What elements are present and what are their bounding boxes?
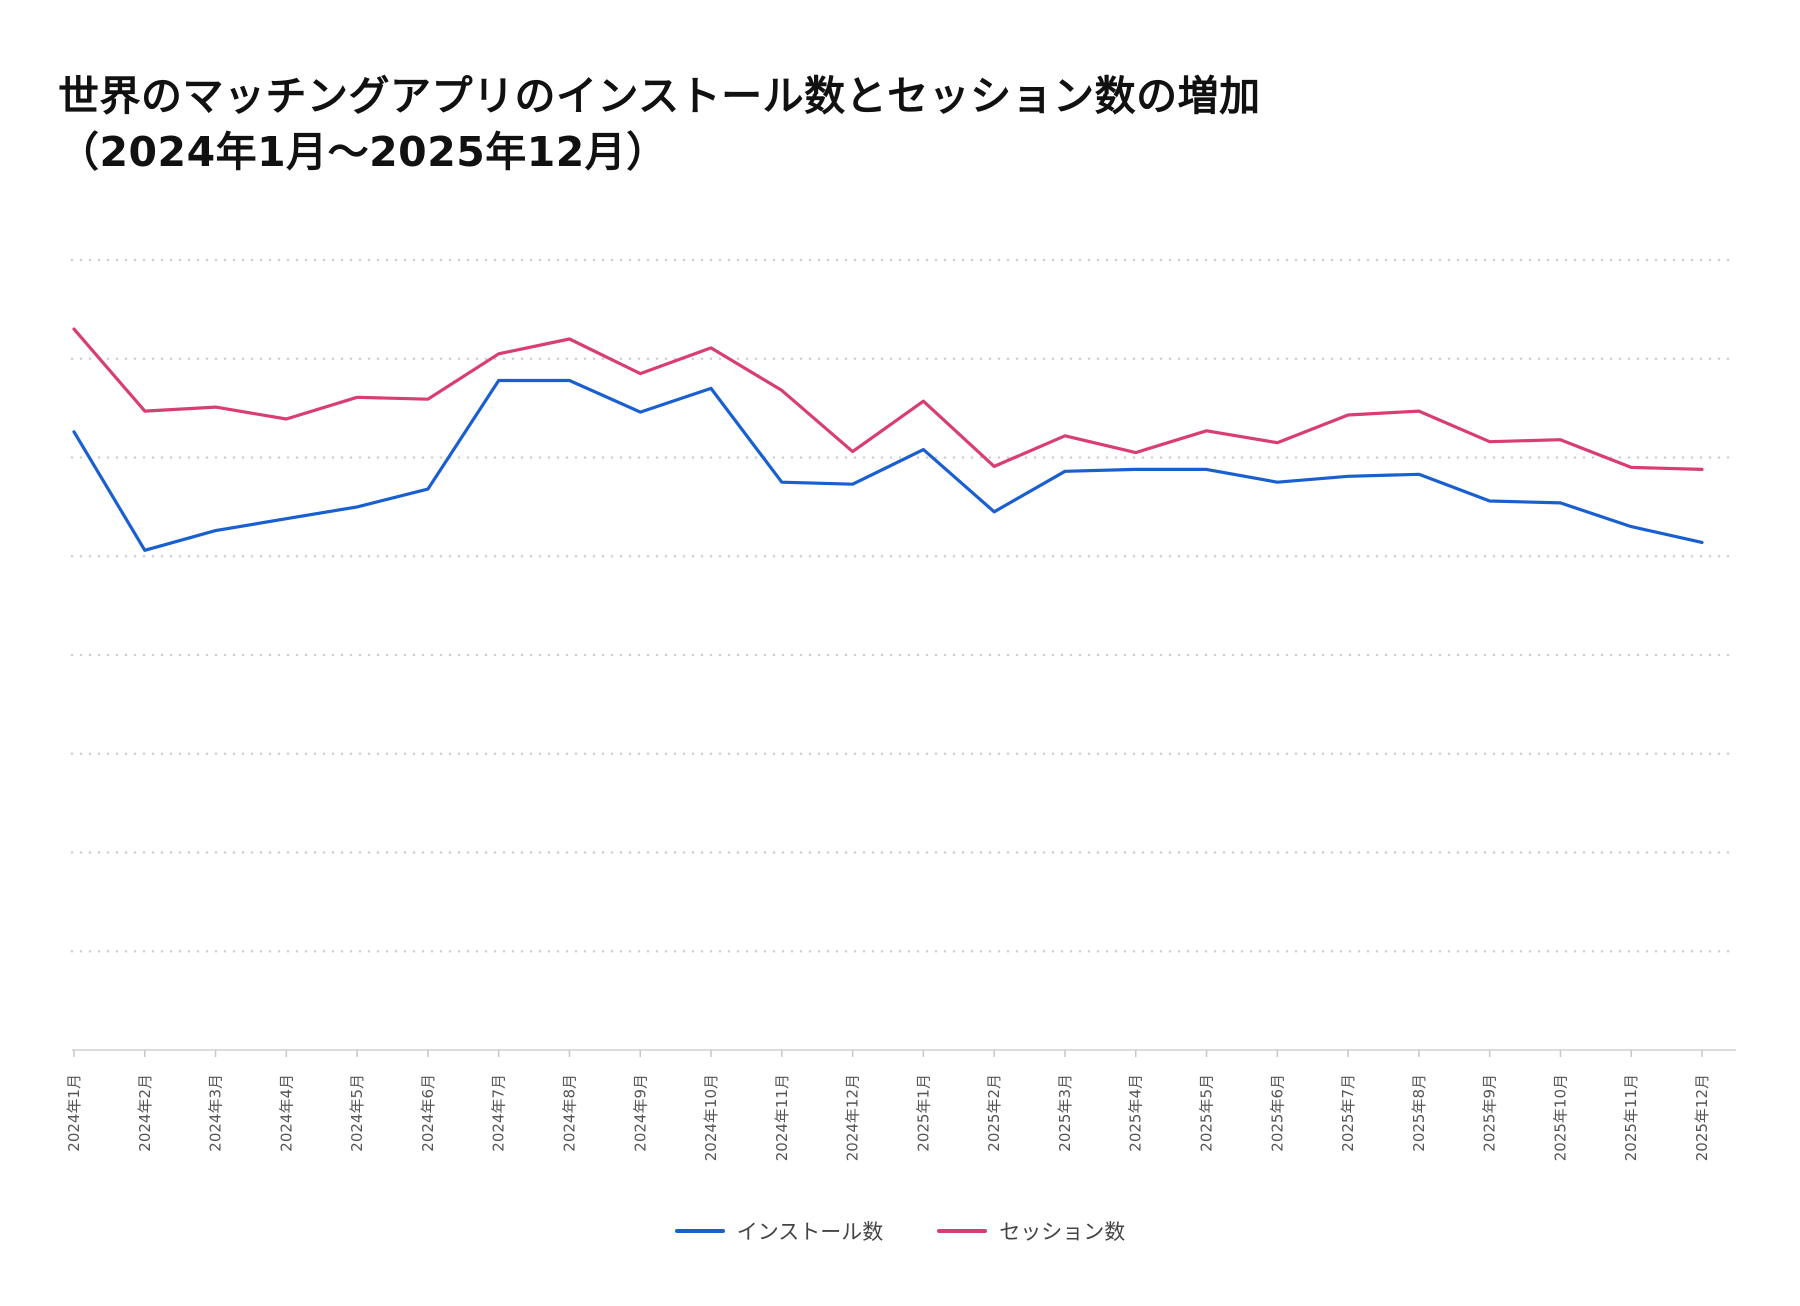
x-tick-label: 2024年11月: [773, 1074, 791, 1161]
x-tick-label: 2025年1月: [914, 1074, 932, 1152]
x-tick-label: 2024年6月: [419, 1074, 437, 1152]
x-tick-label: 2025年11月: [1622, 1074, 1640, 1161]
x-tick-label: 2025年8月: [1410, 1074, 1428, 1152]
x-tick-label: 2025年3月: [1056, 1074, 1074, 1152]
x-tick-label: 2025年9月: [1481, 1074, 1499, 1152]
x-tick-label: 2024年10月: [702, 1074, 720, 1161]
x-tick-label: 2025年7月: [1339, 1074, 1357, 1152]
series-lines: [72, 327, 1704, 552]
x-tick-label: 2025年4月: [1127, 1074, 1145, 1152]
chart-title-main: 世界のマッチングアプリのインストール数とセッション数の増加: [58, 72, 1261, 120]
legend-item-installs[interactable]: インストール数: [674, 1216, 884, 1246]
gridlines: [70, 258, 1738, 953]
x-tick-label: 2025年6月: [1268, 1074, 1286, 1152]
legend-swatch-installs: [674, 1229, 725, 1233]
x-tick-label: 2024年4月: [277, 1074, 295, 1152]
x-tick-label: 2024年1月: [65, 1074, 83, 1152]
x-tick-label: 2025年5月: [1198, 1074, 1216, 1152]
legend-label-installs: インストール数: [736, 1220, 884, 1244]
legend-label-sessions: セッション数: [999, 1220, 1126, 1244]
x-tick-label: 2024年12月: [844, 1074, 862, 1161]
legend: インストール数 セッション数: [0, 1216, 1800, 1246]
chart-title-period: （2024年1月〜2025年12月）: [58, 128, 668, 176]
legend-item-sessions[interactable]: セッション数: [937, 1216, 1125, 1246]
chart-title: 世界のマッチングアプリのインストール数とセッション数の増加 （2024年1月〜2…: [58, 68, 1261, 180]
series-line-installs[interactable]: [72, 378, 1704, 552]
x-tick-label: 2024年2月: [136, 1074, 154, 1152]
x-tick-label: 2024年5月: [348, 1074, 366, 1152]
series-line-sessions[interactable]: [72, 327, 1704, 471]
x-tick-label: 2025年12月: [1693, 1074, 1711, 1161]
x-tick-label: 2024年8月: [560, 1074, 578, 1152]
x-tick-label: 2024年7月: [490, 1074, 508, 1152]
x-tick-label: 2025年10月: [1551, 1074, 1569, 1161]
x-tick-label: 2024年3月: [207, 1074, 225, 1152]
x-axis: 2024年1月 2024年2月 2024年3月 2024年4月 2024年5月 2024年…: [65, 1049, 1736, 1161]
x-tick-label: 2024年9月: [631, 1074, 649, 1152]
legend-swatch-sessions: [937, 1229, 988, 1233]
x-tick-label: 2025年2月: [985, 1074, 1003, 1152]
